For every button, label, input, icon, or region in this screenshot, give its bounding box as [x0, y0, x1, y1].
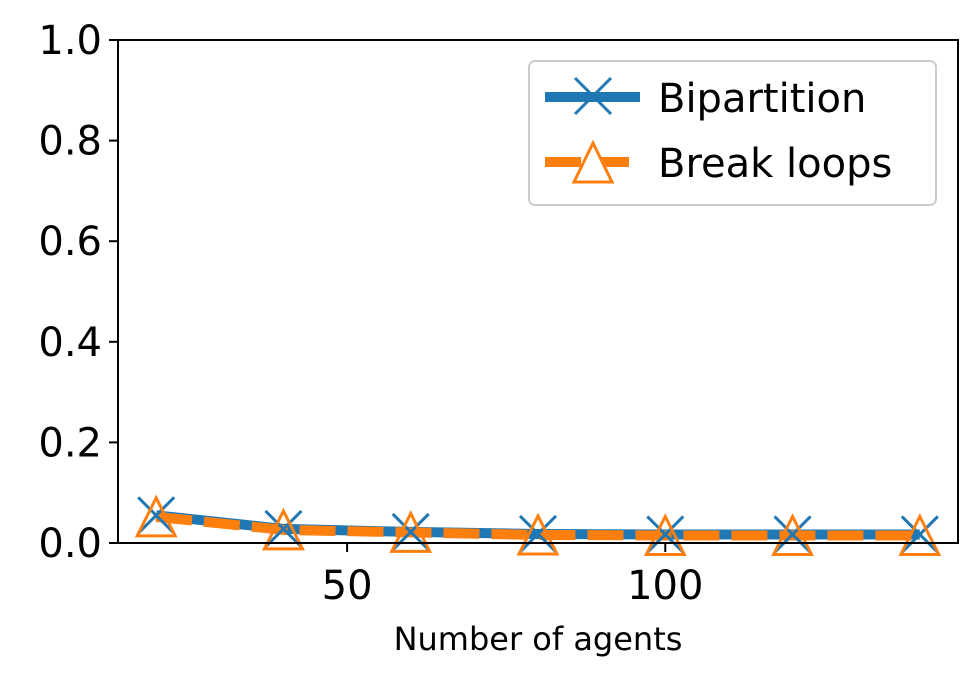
data-point-bipartition — [773, 515, 812, 554]
data-point-bipartition — [900, 515, 939, 554]
data-point-break-loops — [516, 512, 560, 556]
data-point-break-loops — [389, 510, 433, 553]
data-point-break-loops — [643, 513, 687, 556]
y-tick-label: 0.0 — [38, 521, 102, 567]
plot-frame — [117, 39, 959, 544]
legend-label-break-loops: Break loops — [658, 141, 892, 187]
y-tick-label: 0.4 — [38, 320, 102, 366]
x-tick-label: 100 — [627, 563, 703, 609]
legend: Bipartition Break loops — [528, 60, 937, 206]
y-tick-label: 1.0 — [38, 18, 102, 64]
data-point-bipartition — [646, 515, 685, 554]
data-point-bipartition — [264, 509, 303, 548]
y-tick-label: 0.6 — [38, 219, 102, 265]
legend-marker-break-loops — [571, 139, 615, 184]
data-point-break-loops — [771, 513, 814, 556]
y-tick-label: 0.8 — [38, 119, 102, 165]
x-axis: 50 100 — [322, 543, 703, 609]
data-point-bipartition — [137, 496, 176, 535]
legend-marker-bipartition — [573, 76, 613, 116]
data-point-break-loops — [262, 507, 305, 551]
data-point-bipartition — [518, 514, 558, 554]
y-tick-label: 0.2 — [38, 420, 102, 466]
x-tick-label: 50 — [322, 563, 373, 609]
legend-label-bipartition: Bipartition — [658, 76, 866, 122]
data-point-break-loops — [134, 494, 178, 538]
y-axis: 0.0 0.2 0.4 0.6 0.8 1.0 — [38, 18, 118, 567]
data-point-break-loops — [898, 513, 942, 556]
x-axis-label: Number of agents — [394, 620, 683, 658]
plot-markers — [134, 494, 942, 556]
